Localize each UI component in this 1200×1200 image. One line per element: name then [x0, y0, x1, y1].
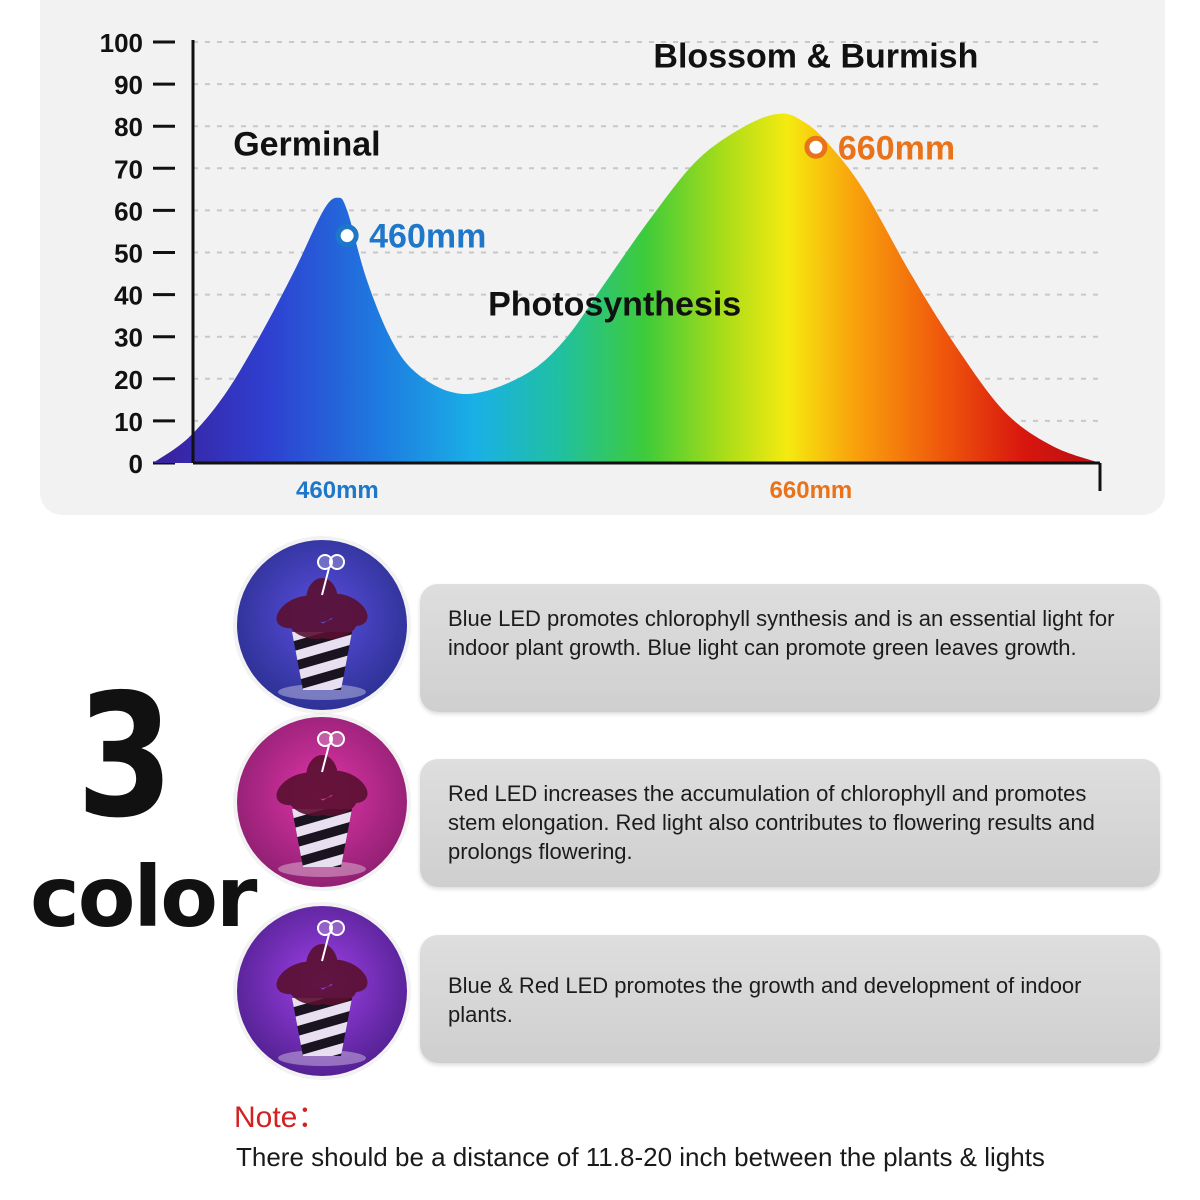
potted-plant-illustration: [237, 906, 407, 1076]
red-plant-photo: [237, 717, 407, 887]
wavelength-marker: [335, 224, 359, 248]
blue-led-card: Blue LED promotes chlorophyll synthesis …: [420, 584, 1160, 712]
y-tick-label: 20: [114, 365, 143, 395]
led-row-red: Red LED increases the accumulation of ch…: [0, 713, 1200, 893]
wavelength-marker-label: 460mm: [369, 218, 486, 256]
x-tick-label: 460mm: [296, 477, 379, 504]
potted-plant-illustration: [237, 717, 407, 887]
y-tick-label: 30: [114, 323, 143, 353]
y-tick-label: 10: [114, 407, 143, 437]
y-tick-label: 60: [114, 196, 143, 226]
blue-red-plant-photo: [237, 906, 407, 1076]
blue-plant-photo: [237, 540, 407, 710]
y-tick-label: 0: [129, 449, 143, 479]
chart-annotation: Blossom & Burmish: [653, 37, 978, 75]
blue-red-led-card: Blue & Red LED promotes the growth and d…: [420, 935, 1160, 1063]
y-tick-label: 50: [114, 239, 143, 269]
red-led-description: Red LED increases the accumulation of ch…: [448, 781, 1095, 864]
spectrum-chart-panel: 0 10 20 30 40 50 60 70 80 90 100 460mm 660mm 460mm 660…: [40, 0, 1165, 515]
blue-led-description: Blue LED promotes chlorophyll synthesis …: [448, 606, 1115, 660]
spectrum-chart: 0 10 20 30 40 50 60 70 80 90 100 460mm 660mm 460mm 660…: [100, 28, 1102, 504]
y-tick-label: 100: [100, 28, 143, 58]
y-tick-label: 90: [114, 70, 143, 100]
chart-annotation: Germinal: [233, 126, 380, 164]
wavelength-marker-label: 660mm: [838, 129, 955, 167]
wavelength-marker: [804, 135, 828, 159]
side-word: color: [30, 848, 257, 946]
note-title: Note：: [234, 1101, 328, 1134]
potted-plant-illustration: [237, 540, 407, 710]
y-tick-label: 70: [114, 154, 143, 184]
x-tick-label: 660mm: [770, 477, 853, 504]
red-led-card: Red LED increases the accumulation of ch…: [420, 759, 1160, 887]
y-tick-label: 80: [114, 112, 143, 142]
blue-red-led-description: Blue & Red LED promotes the growth and d…: [448, 973, 1082, 1027]
side-number: 3: [76, 658, 174, 856]
y-tick-label: 40: [114, 281, 143, 311]
led-row-blue-red: Blue & Red LED promotes the growth and d…: [0, 890, 1200, 1076]
note-text: There should be a distance of 11.8-20 in…: [236, 1142, 1045, 1172]
led-row-blue: Blue LED promotes chlorophyll synthesis …: [0, 538, 1200, 718]
chart-annotation: Photosynthesis: [488, 286, 741, 324]
spectrum-area: [153, 113, 1100, 463]
